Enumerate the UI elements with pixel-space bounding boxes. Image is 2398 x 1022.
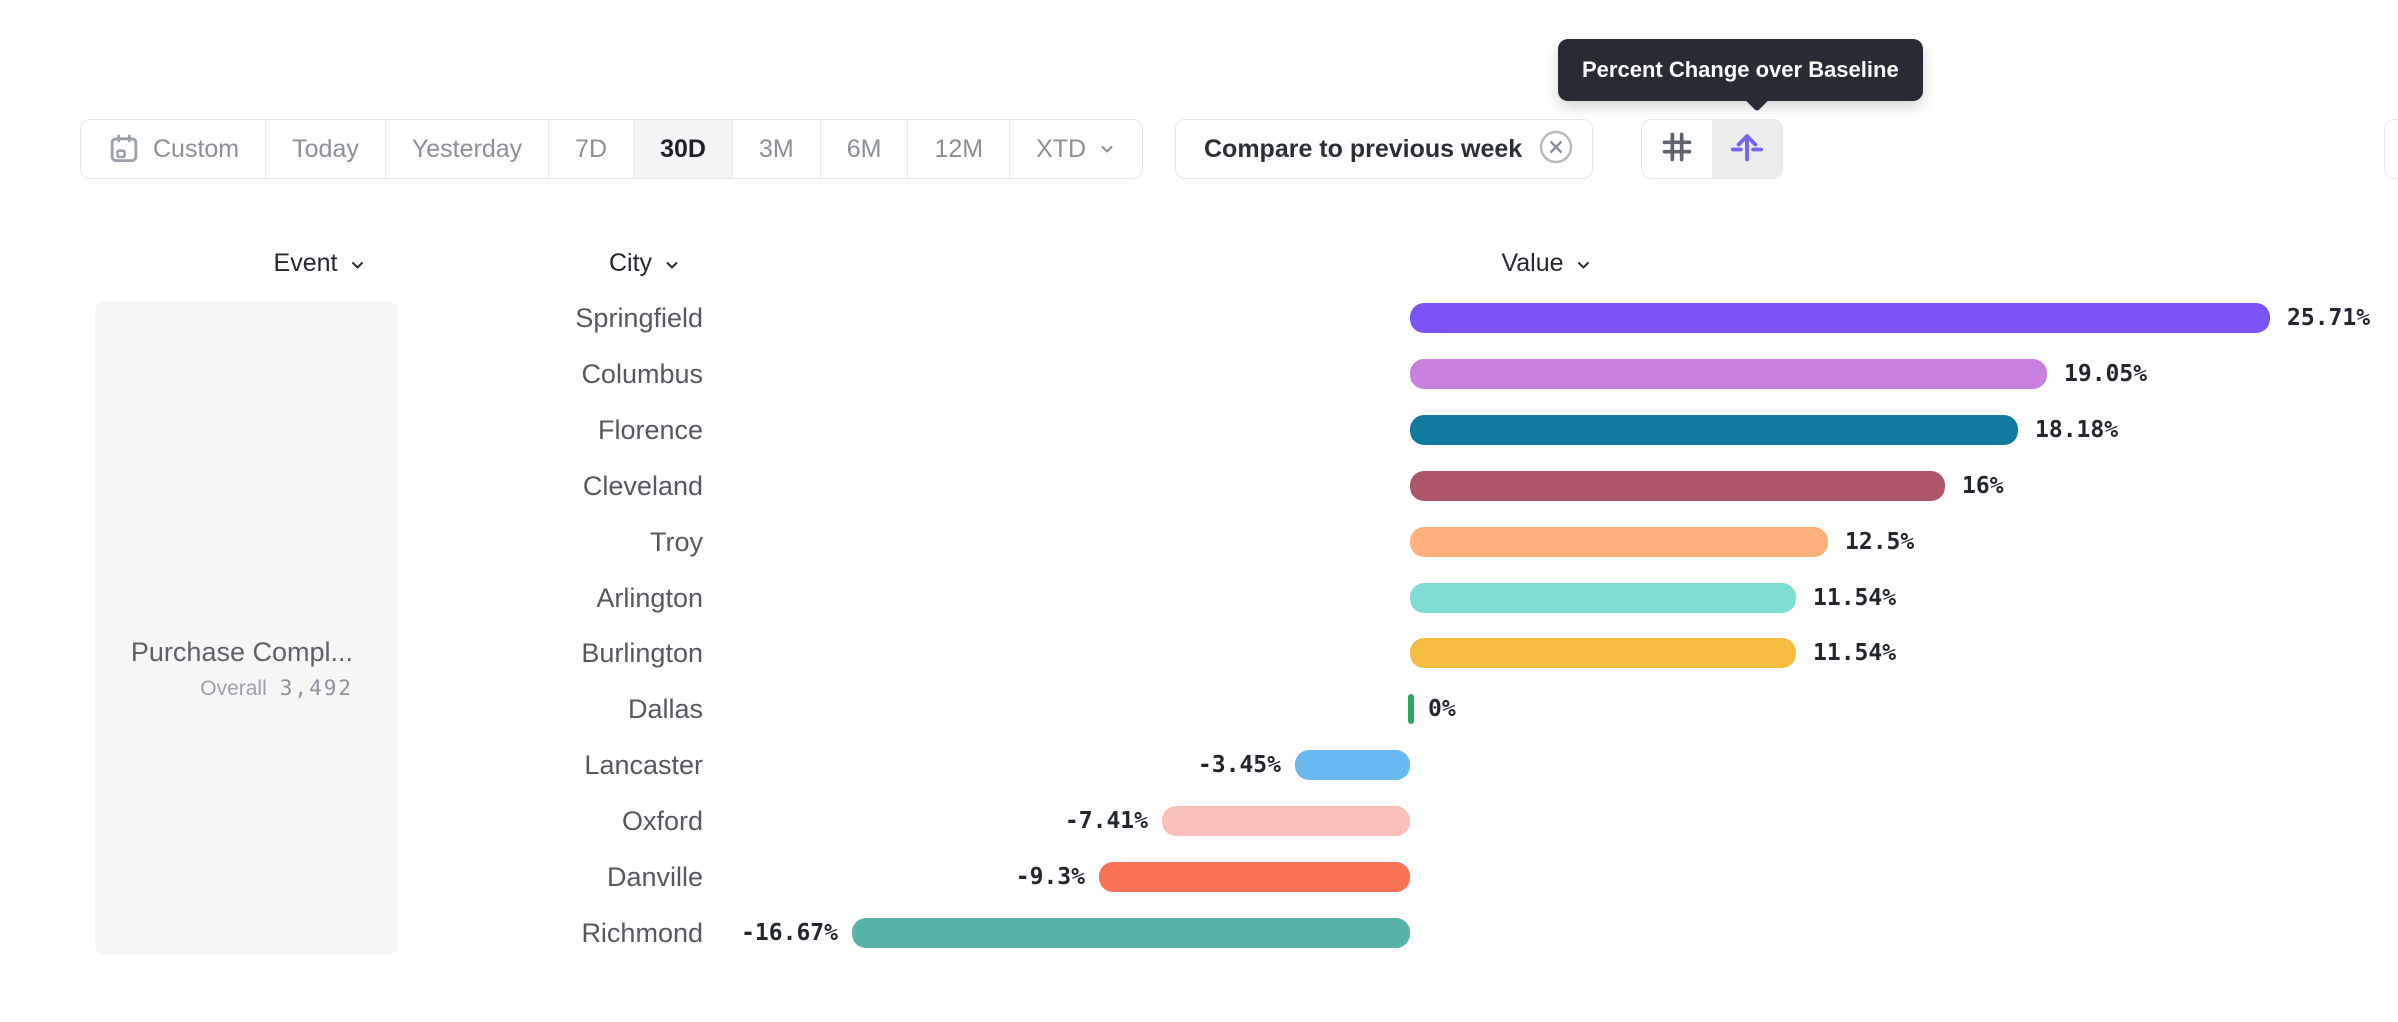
hash-grid-icon bbox=[1657, 127, 1697, 172]
date-range-xtd[interactable]: XTD bbox=[1009, 120, 1142, 178]
date-range-label: XTD bbox=[1036, 134, 1087, 163]
date-range-label: 30D bbox=[660, 134, 706, 163]
column-header-value-label: Value bbox=[1501, 248, 1564, 277]
bar-columbus[interactable] bbox=[1410, 359, 2047, 389]
column-header-value[interactable]: Value bbox=[1501, 247, 1592, 279]
city-label-oxford: Oxford bbox=[621, 806, 703, 836]
chevron-down-icon bbox=[351, 261, 363, 268]
value-label-richmond: -16.67% bbox=[741, 920, 838, 946]
event-card-title: Purchase Compl... bbox=[130, 637, 353, 667]
bar-richmond[interactable] bbox=[852, 918, 1410, 948]
event-card-metric-value: 3,492 bbox=[279, 676, 353, 700]
city-label-richmond: Richmond bbox=[581, 918, 703, 948]
bar-florence[interactable] bbox=[1410, 415, 2018, 445]
city-label-dallas: Dallas bbox=[627, 694, 703, 724]
value-label-oxford: -7.41% bbox=[1064, 808, 1148, 834]
date-range-label: 12M bbox=[934, 134, 984, 163]
bar-dallas[interactable] bbox=[1408, 694, 1414, 724]
date-range-custom[interactable]: Custom bbox=[81, 120, 265, 178]
bar-lancaster[interactable] bbox=[1295, 750, 1410, 780]
city-label-columbus: Columbus bbox=[581, 359, 703, 389]
column-header-event-label: Event bbox=[273, 248, 338, 277]
city-label-arlington: Arlington bbox=[596, 583, 703, 613]
chevron-down-icon bbox=[1578, 261, 1590, 268]
cutoff-right-button[interactable] bbox=[2384, 119, 2398, 179]
baseline-arrow-icon bbox=[1727, 127, 1767, 172]
chevron-down-icon bbox=[666, 261, 678, 268]
bar-cleveland[interactable] bbox=[1410, 471, 1945, 501]
bar-arlington[interactable] bbox=[1410, 583, 1796, 613]
date-range-30d[interactable]: 30D bbox=[633, 120, 732, 178]
column-header-event[interactable]: Event bbox=[274, 247, 367, 279]
date-range-yesterday[interactable]: Yesterday bbox=[384, 120, 548, 178]
date-range-6m[interactable]: 6M bbox=[819, 120, 908, 178]
value-label-springfield: 25.71% bbox=[2287, 305, 2371, 331]
bar-burlington[interactable] bbox=[1410, 638, 1796, 668]
value-label-troy: 12.5% bbox=[1845, 529, 1915, 555]
compare-chip[interactable]: Compare to previous week bbox=[1175, 119, 1594, 179]
date-range-label: Custom bbox=[153, 134, 240, 163]
city-label-troy: Troy bbox=[650, 527, 703, 557]
close-circle-icon[interactable] bbox=[1538, 129, 1574, 170]
date-range-label: 6M bbox=[846, 134, 882, 163]
date-range-label: Today bbox=[292, 134, 359, 163]
date-range-7d[interactable]: 7D bbox=[548, 120, 633, 178]
date-range-today[interactable]: Today bbox=[265, 120, 385, 178]
value-label-florence: 18.18% bbox=[2035, 417, 2119, 443]
value-label-dallas: 0% bbox=[1428, 696, 1456, 722]
date-range-label: 7D bbox=[575, 134, 608, 163]
bar-danville[interactable] bbox=[1099, 862, 1410, 892]
chart-view-toggle-group bbox=[1641, 119, 1783, 179]
tooltip-percent-change: Percent Change over Baseline bbox=[1558, 39, 1923, 101]
date-range-label: 3M bbox=[758, 134, 794, 163]
city-label-springfield: Springfield bbox=[575, 303, 703, 333]
event-card[interactable]: Purchase Compl... Overall 3,492 bbox=[95, 301, 398, 955]
chevron-down-icon bbox=[1101, 145, 1113, 153]
event-card-metric: Overall 3,492 bbox=[200, 676, 353, 701]
city-label-lancaster: Lancaster bbox=[584, 750, 703, 780]
column-header-city[interactable]: City bbox=[609, 247, 681, 279]
bar-troy[interactable] bbox=[1410, 527, 1828, 557]
value-label-burlington: 11.54% bbox=[1813, 640, 1897, 666]
city-label-danville: Danville bbox=[606, 862, 703, 892]
value-label-arlington: 11.54% bbox=[1813, 585, 1897, 611]
city-label-florence: Florence bbox=[597, 415, 703, 445]
tooltip-text: Percent Change over Baseline bbox=[1582, 57, 1899, 82]
value-label-cleveland: 16% bbox=[1962, 473, 2004, 499]
date-range-12m[interactable]: 12M bbox=[907, 120, 1009, 178]
value-label-columbus: 19.05% bbox=[2064, 361, 2148, 387]
bar-springfield[interactable] bbox=[1410, 303, 2270, 333]
date-range-3m[interactable]: 3M bbox=[731, 120, 820, 178]
city-label-cleveland: Cleveland bbox=[582, 471, 703, 501]
compare-chip-label: Compare to previous week bbox=[1204, 134, 1523, 163]
city-label-burlington: Burlington bbox=[581, 638, 703, 668]
uniform-axis-button[interactable] bbox=[1642, 120, 1712, 178]
bar-oxford[interactable] bbox=[1162, 806, 1410, 836]
column-header-city-label: City bbox=[608, 248, 653, 277]
value-label-danville: -9.3% bbox=[1015, 864, 1085, 890]
percent-change-baseline-button[interactable] bbox=[1712, 120, 1782, 178]
date-range-control: Custom Today Yesterday 7D 30D 3M 6M 12M XTD bbox=[80, 119, 1144, 179]
date-range-label: Yesterday bbox=[411, 134, 523, 163]
value-label-lancaster: -3.45% bbox=[1197, 752, 1281, 778]
event-card-metric-label: Overall bbox=[200, 677, 267, 700]
calendar-icon bbox=[110, 134, 138, 163]
